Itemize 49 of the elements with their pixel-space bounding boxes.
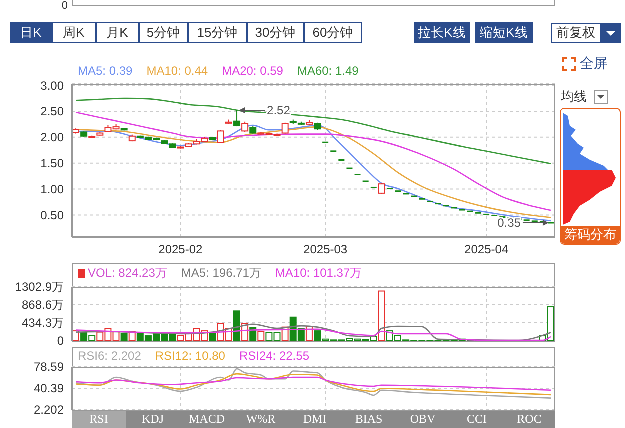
text: RSI bbox=[72, 410, 126, 428]
text: MA10: 0.44 bbox=[146, 64, 208, 78]
text: 5分钟 bbox=[139, 22, 188, 43]
text: KDJ bbox=[126, 410, 180, 428]
series-label: RSI24: 22.55 bbox=[239, 349, 310, 363]
text: CCI bbox=[450, 410, 504, 428]
text: 拉长K线 bbox=[414, 22, 470, 43]
text: W%R bbox=[234, 410, 288, 428]
x-tick-label: 2025-04 bbox=[464, 242, 509, 257]
text: MA5: 0.39 bbox=[78, 64, 133, 78]
y-tick-label: 0 bbox=[57, 334, 64, 348]
y-tick-label: 0.50 bbox=[40, 208, 64, 222]
series-label: RSI12: 10.80 bbox=[155, 349, 226, 363]
y-tick-label: 868.6万 bbox=[22, 298, 64, 312]
y-tick-label: 40.39 bbox=[34, 382, 64, 396]
y-tick-label: 434.3万 bbox=[22, 316, 64, 330]
y-tick-label: 2.202 bbox=[34, 403, 64, 418]
text: 均线 bbox=[560, 88, 588, 106]
y-tick-label: 1.00 bbox=[40, 182, 64, 196]
text: OBV bbox=[396, 410, 450, 428]
text: 30分钟 bbox=[247, 22, 304, 43]
text: 前复权 bbox=[551, 23, 601, 43]
y-tick-label: 1302.9万 bbox=[15, 280, 64, 294]
text: ROC bbox=[504, 410, 555, 428]
text: DMI bbox=[288, 410, 342, 428]
text: 日K bbox=[10, 22, 52, 43]
text: 全屏 bbox=[579, 55, 609, 73]
text: MACD bbox=[180, 410, 234, 428]
text: 筹码分布 bbox=[561, 226, 620, 244]
text: 周K bbox=[52, 22, 96, 43]
legend-label: VOL: 824.23万 bbox=[87, 265, 168, 282]
annotation: 0.35 bbox=[498, 216, 522, 230]
text: 缩短K线 bbox=[475, 22, 533, 43]
text: MA10: 101.37万 bbox=[275, 265, 362, 282]
y-tick-label: 78.59 bbox=[34, 360, 64, 374]
text: MA20: 0.59 bbox=[222, 64, 284, 78]
text: MA60: 1.49 bbox=[297, 64, 359, 78]
y-tick-label: 1.50 bbox=[40, 156, 64, 171]
text: 15分钟 bbox=[188, 22, 247, 43]
text: BIAS bbox=[342, 410, 396, 428]
text: 60分钟 bbox=[304, 22, 362, 43]
y-tick-label: 2.50 bbox=[40, 104, 64, 119]
y-tick-label: 3.00 bbox=[40, 78, 64, 93]
series-label: RSI6: 2.202 bbox=[78, 349, 142, 363]
y-tick-label: 2.00 bbox=[40, 130, 64, 145]
x-tick-label: 2025-02 bbox=[158, 242, 204, 257]
x-tick-label: 2025-03 bbox=[304, 242, 348, 257]
text: 月K bbox=[96, 22, 139, 43]
text: MA5: 196.71万 bbox=[181, 265, 262, 282]
